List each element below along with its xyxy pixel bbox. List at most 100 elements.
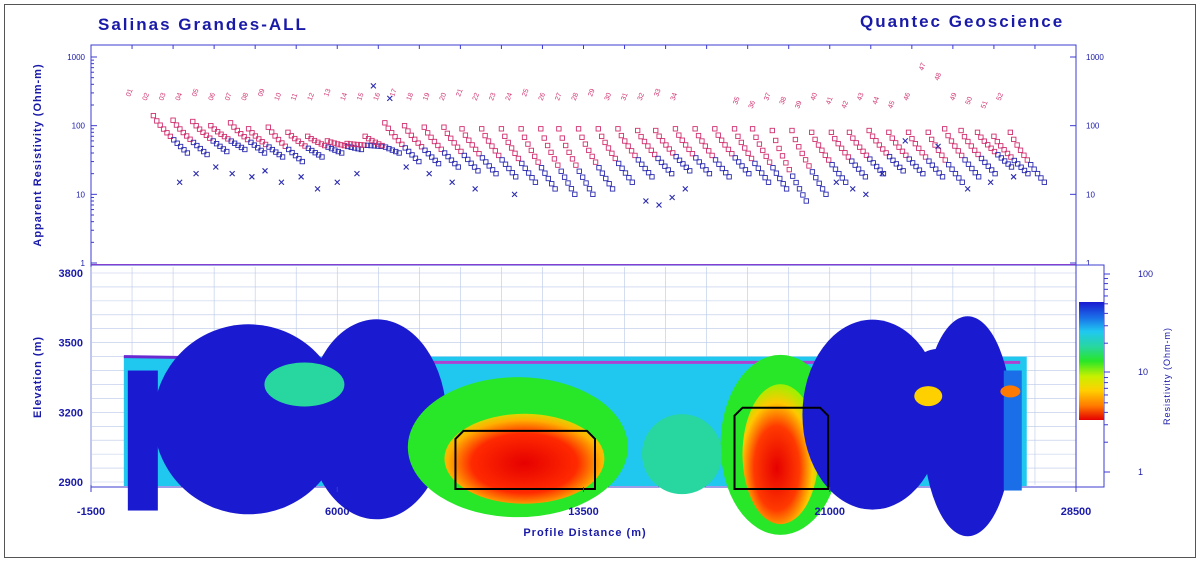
data-point-square bbox=[590, 191, 596, 197]
data-point-square bbox=[445, 153, 451, 160]
data-point-square bbox=[586, 147, 592, 154]
station-label: 42 bbox=[841, 100, 850, 110]
data-point-square bbox=[351, 145, 358, 151]
data-point-square bbox=[777, 175, 783, 182]
data-point-square bbox=[1001, 147, 1007, 153]
data-point-square bbox=[683, 164, 689, 171]
data-point-square bbox=[1002, 158, 1008, 164]
data-point-cross bbox=[314, 186, 321, 192]
data-point-square bbox=[676, 157, 683, 163]
data-point-square bbox=[502, 161, 509, 167]
data-point-square bbox=[959, 152, 965, 159]
station-label: 13 bbox=[323, 88, 332, 98]
data-point-square bbox=[609, 186, 616, 192]
data-point-square bbox=[468, 160, 474, 166]
data-point-square bbox=[890, 157, 896, 163]
data-point-square bbox=[512, 150, 518, 156]
resistive-body bbox=[922, 316, 1013, 537]
data-point-square bbox=[177, 143, 184, 150]
data-point-square bbox=[669, 171, 675, 177]
data-point-square bbox=[245, 126, 252, 132]
data-point-square bbox=[529, 175, 535, 181]
data-point-square bbox=[476, 151, 482, 157]
x-tick-label: 6000 bbox=[325, 506, 349, 518]
data-point-square bbox=[756, 141, 763, 147]
data-point-square bbox=[689, 151, 696, 157]
data-point-square bbox=[605, 145, 612, 151]
data-point-square bbox=[870, 160, 876, 166]
station-label: 01 bbox=[125, 88, 134, 98]
station-label: 39 bbox=[794, 100, 803, 110]
data-point-square bbox=[920, 171, 926, 177]
station-label: 14 bbox=[340, 92, 349, 102]
data-point-square bbox=[722, 142, 728, 148]
colorbar-gradient bbox=[1079, 302, 1104, 420]
data-point-cross bbox=[1010, 173, 1017, 180]
data-point-square bbox=[853, 140, 859, 146]
data-point-square bbox=[749, 126, 756, 132]
data-point-square bbox=[1018, 164, 1024, 170]
data-point-square bbox=[760, 147, 766, 154]
data-point-square bbox=[347, 141, 354, 147]
data-point-square bbox=[251, 142, 257, 148]
data-point-square bbox=[1038, 175, 1044, 181]
data-point-square bbox=[1021, 167, 1028, 174]
data-point-square bbox=[706, 171, 713, 177]
data-point-square bbox=[850, 135, 856, 141]
data-point-square bbox=[718, 137, 725, 143]
data-point-square bbox=[558, 168, 564, 174]
data-point-square bbox=[706, 148, 712, 154]
data-point-square bbox=[783, 160, 789, 166]
data-point-square bbox=[328, 139, 334, 145]
data-point-square bbox=[451, 140, 457, 146]
data-point-square bbox=[211, 126, 217, 132]
data-point-square bbox=[642, 165, 648, 172]
data-point-square bbox=[893, 140, 899, 146]
data-point-square bbox=[190, 139, 197, 146]
data-point-square bbox=[813, 174, 819, 181]
station-label: 52 bbox=[996, 92, 1005, 102]
station-label: 04 bbox=[175, 92, 184, 102]
data-point-square bbox=[432, 157, 438, 164]
data-point-cross bbox=[669, 194, 676, 201]
data-point-square bbox=[538, 165, 545, 171]
data-point-square bbox=[687, 168, 693, 174]
station-label: 40 bbox=[810, 92, 819, 102]
data-point-square bbox=[563, 142, 569, 149]
resistive-body bbox=[921, 348, 962, 365]
data-point-square bbox=[200, 129, 206, 135]
data-point-square bbox=[194, 142, 200, 149]
data-point-square bbox=[961, 133, 968, 140]
x-tick-label: 13500 bbox=[568, 506, 599, 518]
data-point-square bbox=[1004, 150, 1011, 157]
data-point-square bbox=[648, 147, 654, 153]
data-point-square bbox=[483, 159, 489, 165]
data-point-square bbox=[952, 170, 959, 177]
data-point-square bbox=[860, 148, 866, 154]
data-point-square bbox=[816, 180, 822, 186]
y-tick-label: 1 bbox=[1086, 259, 1091, 268]
pseudosection-points bbox=[150, 82, 1047, 208]
station-label: 09 bbox=[257, 88, 266, 98]
data-point-square bbox=[962, 157, 968, 163]
data-point-square bbox=[376, 141, 382, 147]
data-point-square bbox=[498, 126, 505, 132]
data-point-square bbox=[1015, 161, 1021, 167]
data-point-square bbox=[535, 159, 541, 165]
station-label: 15 bbox=[356, 92, 365, 102]
data-point-square bbox=[770, 165, 776, 171]
data-point-cross bbox=[229, 170, 236, 177]
data-point-square bbox=[873, 138, 879, 144]
station-labels: 01 02 03 04 05 06 07 08 09 10 11 12 13 14 15 16 17 18 19 20… bbox=[125, 62, 1005, 110]
data-point-square bbox=[922, 154, 929, 160]
data-point-square bbox=[241, 134, 247, 140]
data-point-square bbox=[1014, 142, 1020, 148]
data-point-square bbox=[1017, 147, 1024, 153]
y-tick-label: 2900 bbox=[59, 477, 83, 489]
data-point-square bbox=[285, 129, 291, 135]
y-tick-label: 1000 bbox=[1086, 53, 1104, 62]
data-point-square bbox=[572, 191, 578, 197]
data-point-square bbox=[846, 129, 853, 135]
data-point-square bbox=[573, 162, 579, 168]
data-point-square bbox=[566, 149, 572, 156]
